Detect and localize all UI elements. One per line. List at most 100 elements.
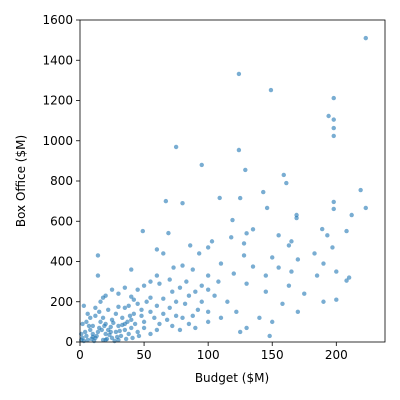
- y-tick-label: 400: [50, 255, 73, 269]
- point: [157, 281, 162, 286]
- point: [205, 273, 211, 278]
- point: [100, 315, 106, 321]
- y-tick-label: 800: [50, 174, 73, 188]
- point: [139, 313, 144, 319]
- point: [281, 172, 286, 178]
- point: [321, 299, 326, 304]
- point: [141, 283, 147, 288]
- y-tick-label: 1200: [42, 94, 73, 108]
- point: [280, 301, 285, 306]
- point: [237, 195, 243, 201]
- point: [216, 279, 221, 284]
- point: [122, 327, 128, 333]
- point: [148, 309, 153, 315]
- point: [85, 337, 90, 343]
- point: [98, 299, 103, 304]
- point: [161, 251, 166, 256]
- y-tick-label: 600: [50, 214, 73, 228]
- y-tick-label: 1400: [42, 53, 73, 67]
- point: [289, 239, 294, 244]
- point: [167, 277, 172, 282]
- point: [129, 267, 134, 272]
- point: [131, 311, 137, 317]
- point: [131, 297, 137, 302]
- point: [241, 253, 247, 258]
- point: [88, 327, 93, 333]
- point: [103, 331, 108, 337]
- point: [171, 265, 176, 270]
- point: [177, 285, 183, 290]
- point: [80, 321, 85, 327]
- point: [116, 291, 121, 296]
- point: [334, 297, 339, 302]
- point: [184, 279, 189, 284]
- point: [116, 337, 121, 343]
- point: [225, 299, 230, 304]
- x-axis-label: Budget ($M): [195, 371, 269, 385]
- point: [286, 283, 292, 288]
- point: [263, 273, 269, 278]
- point: [244, 281, 249, 286]
- point: [139, 307, 144, 312]
- point: [231, 271, 236, 276]
- point: [326, 113, 331, 119]
- point: [136, 333, 142, 339]
- point: [314, 273, 320, 278]
- point: [331, 125, 336, 131]
- point: [141, 325, 147, 331]
- point: [98, 319, 103, 325]
- point: [103, 337, 108, 343]
- point: [173, 313, 179, 319]
- point: [193, 289, 198, 294]
- point: [135, 287, 140, 292]
- point: [199, 283, 204, 288]
- y-tick-label: 200: [50, 295, 73, 309]
- point: [250, 264, 256, 269]
- point: [85, 311, 90, 317]
- point: [84, 333, 89, 339]
- point: [331, 199, 336, 205]
- point: [117, 328, 122, 334]
- point: [95, 329, 101, 335]
- point: [218, 261, 224, 266]
- point: [84, 319, 89, 325]
- point: [295, 309, 301, 315]
- point: [229, 235, 234, 240]
- point: [164, 317, 170, 323]
- point: [120, 315, 125, 321]
- point: [93, 305, 98, 310]
- point: [186, 293, 192, 298]
- point: [97, 309, 102, 315]
- point: [93, 313, 98, 319]
- point: [190, 267, 195, 272]
- point: [363, 205, 368, 211]
- point: [358, 187, 363, 193]
- x-tick-label: 100: [197, 348, 220, 362]
- point: [86, 323, 92, 329]
- point: [182, 301, 188, 306]
- point: [276, 265, 281, 270]
- point: [199, 162, 204, 168]
- point: [331, 206, 336, 212]
- point: [199, 299, 204, 304]
- y-axis-label: Box Office ($M): [14, 135, 28, 227]
- point: [195, 307, 201, 312]
- point: [91, 338, 97, 344]
- point: [217, 195, 222, 201]
- point: [100, 295, 106, 300]
- point: [154, 303, 160, 308]
- point: [99, 327, 104, 333]
- point: [289, 269, 294, 274]
- point: [294, 212, 299, 218]
- point: [363, 35, 368, 41]
- point: [331, 117, 336, 122]
- point: [250, 227, 256, 232]
- point: [180, 200, 185, 206]
- point: [148, 279, 153, 284]
- point: [140, 228, 145, 234]
- point: [173, 299, 179, 304]
- point: [268, 87, 274, 93]
- point: [267, 333, 272, 339]
- point: [129, 317, 134, 323]
